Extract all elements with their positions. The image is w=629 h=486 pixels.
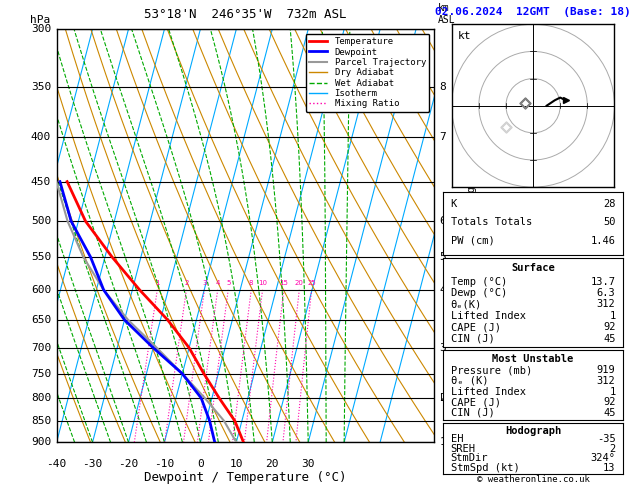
- Text: CIN (J): CIN (J): [450, 408, 494, 418]
- Text: 02.06.2024  12GMT  (Base: 18): 02.06.2024 12GMT (Base: 18): [435, 7, 629, 17]
- Text: K: K: [450, 199, 457, 209]
- Text: 6.3: 6.3: [597, 288, 616, 298]
- Text: 5: 5: [226, 279, 230, 286]
- Text: LCL: LCL: [440, 393, 457, 403]
- Text: 92: 92: [603, 322, 616, 332]
- Text: Mixing Ratio (g/kg): Mixing Ratio (g/kg): [467, 180, 477, 292]
- Text: 600: 600: [31, 285, 51, 295]
- Text: 45: 45: [603, 408, 616, 418]
- Text: θₑ(K): θₑ(K): [450, 299, 482, 310]
- Text: Pressure (mb): Pressure (mb): [450, 365, 532, 375]
- Text: Most Unstable: Most Unstable: [493, 354, 574, 364]
- Text: 1: 1: [610, 311, 616, 321]
- Text: 45: 45: [603, 334, 616, 344]
- Text: PW (cm): PW (cm): [450, 236, 494, 246]
- Text: Temp (°C): Temp (°C): [450, 277, 507, 287]
- Text: 800: 800: [31, 393, 51, 403]
- Text: 8: 8: [440, 82, 447, 92]
- Text: 300: 300: [31, 24, 51, 34]
- Text: 2: 2: [184, 279, 189, 286]
- Text: 3: 3: [440, 343, 447, 353]
- Text: 750: 750: [31, 369, 51, 379]
- Text: 28: 28: [603, 199, 616, 209]
- Text: CIN (J): CIN (J): [450, 334, 494, 344]
- Text: 1: 1: [610, 386, 616, 397]
- Text: 850: 850: [31, 416, 51, 426]
- Text: -10: -10: [154, 459, 175, 469]
- Text: 20: 20: [295, 279, 304, 286]
- Text: CAPE (J): CAPE (J): [450, 322, 501, 332]
- Text: 312: 312: [597, 376, 616, 386]
- Text: 4: 4: [216, 279, 220, 286]
- Text: Surface: Surface: [511, 263, 555, 273]
- Text: -35: -35: [597, 434, 616, 444]
- Text: 450: 450: [31, 176, 51, 187]
- Text: 1.46: 1.46: [591, 236, 616, 246]
- Text: km
ASL: km ASL: [438, 3, 455, 25]
- Text: Dewp (°C): Dewp (°C): [450, 288, 507, 298]
- Text: 500: 500: [31, 216, 51, 226]
- Text: hPa: hPa: [30, 15, 50, 25]
- Text: Dewpoint / Temperature (°C): Dewpoint / Temperature (°C): [144, 471, 347, 484]
- Text: Lifted Index: Lifted Index: [450, 311, 526, 321]
- Text: 7: 7: [440, 132, 447, 142]
- Legend: Temperature, Dewpoint, Parcel Trajectory, Dry Adiabat, Wet Adiabat, Isotherm, Mi: Temperature, Dewpoint, Parcel Trajectory…: [306, 34, 430, 112]
- Text: 650: 650: [31, 315, 51, 325]
- Text: -20: -20: [118, 459, 138, 469]
- Text: © weatheronline.co.uk: © weatheronline.co.uk: [477, 474, 589, 484]
- Text: 13.7: 13.7: [591, 277, 616, 287]
- Text: 53°18'N  246°35'W  732m ASL: 53°18'N 246°35'W 732m ASL: [144, 8, 347, 21]
- Text: -30: -30: [82, 459, 103, 469]
- Text: 20: 20: [265, 459, 279, 469]
- Text: 700: 700: [31, 343, 51, 353]
- Text: CAPE (J): CAPE (J): [450, 397, 501, 407]
- Text: 10: 10: [230, 459, 243, 469]
- Text: 1: 1: [155, 279, 160, 286]
- Text: 25: 25: [307, 279, 316, 286]
- Text: 550: 550: [31, 252, 51, 262]
- Text: 92: 92: [603, 397, 616, 407]
- Text: θₑ (K): θₑ (K): [450, 376, 488, 386]
- Text: 3: 3: [202, 279, 207, 286]
- Text: 50: 50: [603, 217, 616, 227]
- Text: kt: kt: [458, 31, 472, 41]
- Text: 919: 919: [597, 365, 616, 375]
- Text: EH: EH: [450, 434, 463, 444]
- Text: SREH: SREH: [450, 444, 476, 454]
- Text: 10: 10: [258, 279, 267, 286]
- Text: -40: -40: [47, 459, 67, 469]
- Text: 324°: 324°: [591, 453, 616, 463]
- Text: 30: 30: [301, 459, 315, 469]
- Text: 0: 0: [197, 459, 204, 469]
- Text: 13: 13: [603, 463, 616, 473]
- Text: 4: 4: [440, 285, 447, 295]
- Text: 350: 350: [31, 82, 51, 92]
- Text: 312: 312: [597, 299, 616, 310]
- Text: 8: 8: [249, 279, 253, 286]
- Text: 6: 6: [440, 216, 447, 226]
- Text: 1: 1: [440, 437, 447, 447]
- Text: 5: 5: [440, 252, 447, 262]
- Text: 15: 15: [279, 279, 288, 286]
- Text: Totals Totals: Totals Totals: [450, 217, 532, 227]
- Text: StmDir: StmDir: [450, 453, 488, 463]
- Text: 900: 900: [31, 437, 51, 447]
- Text: 400: 400: [31, 132, 51, 142]
- Text: 2: 2: [440, 393, 447, 403]
- Text: Hodograph: Hodograph: [505, 426, 561, 436]
- Text: StmSpd (kt): StmSpd (kt): [450, 463, 520, 473]
- Text: 2: 2: [610, 444, 616, 454]
- Text: Lifted Index: Lifted Index: [450, 386, 526, 397]
